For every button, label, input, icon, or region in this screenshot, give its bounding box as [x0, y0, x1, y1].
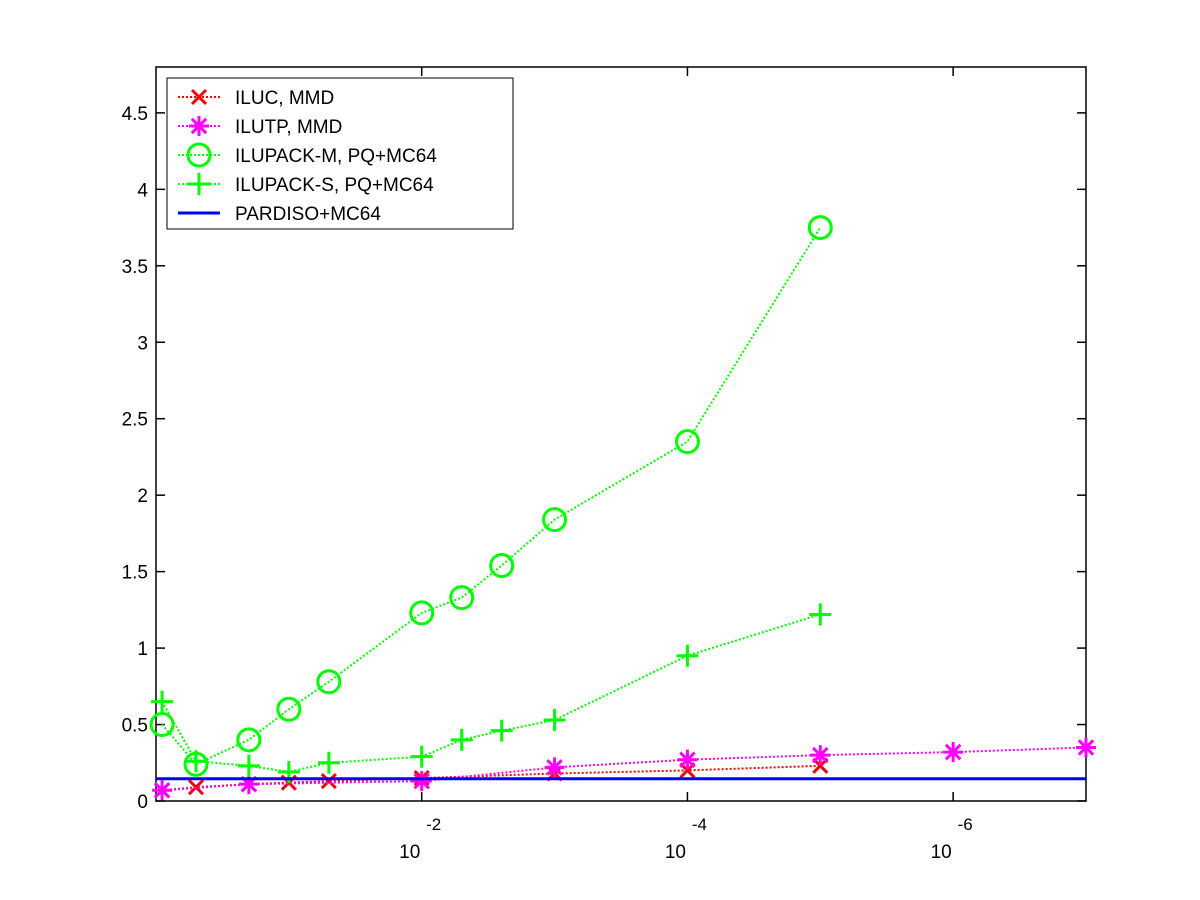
- data-point: [546, 759, 563, 776]
- x-tick-label-exponent: -4: [692, 815, 707, 834]
- y-tick-label: 0: [137, 792, 148, 813]
- series-ilutp-mmd: [152, 737, 1096, 801]
- y-tick-label: 4.5: [122, 104, 148, 125]
- series-ilupack-m-pq-mc64: [149, 215, 833, 777]
- data-point: [812, 746, 829, 764]
- data-point: [674, 429, 700, 455]
- legend-label: ILUTP, MMD: [235, 117, 342, 138]
- x-tick-label-base: 10: [931, 842, 952, 863]
- data-point: [409, 600, 435, 626]
- series-layer: [149, 215, 1096, 801]
- data-point: [153, 782, 171, 799]
- data-point: [944, 743, 962, 761]
- data-point: [679, 751, 696, 768]
- legend-marker: [186, 142, 212, 168]
- series-ilupack-s-pq-mc64: [151, 603, 832, 783]
- x-tick-label-base: 10: [665, 842, 686, 863]
- y-tick-label: 3.5: [122, 257, 148, 278]
- axis-ticks: 0 0.5 1 1.5 2 2.5 3 3.5 4 4.5 10 -2 10 -4 10 -6: [122, 67, 1086, 863]
- y-tick-label: 4: [137, 180, 148, 201]
- legend-label: ILUC, MMD: [235, 88, 334, 109]
- legend-box: [166, 77, 514, 230]
- y-tick-label: 3: [137, 333, 148, 354]
- data-point: [542, 507, 568, 533]
- data-point: [320, 773, 337, 790]
- y-tick-label: 2: [137, 486, 148, 507]
- series-line: [161, 227, 822, 766]
- data-point: [236, 727, 262, 753]
- data-point: [413, 772, 430, 790]
- y-tick-label: 1: [137, 639, 148, 660]
- x-tick-label-base: 10: [399, 842, 420, 863]
- legend: ILUC, MMD ILUTP, MMD ILUPACK-M, PQ+MC64 ILU…: [166, 77, 514, 230]
- legend-marker: [190, 117, 208, 135]
- data-point: [276, 696, 302, 722]
- data-point: [807, 215, 833, 241]
- legend-marker: [190, 88, 208, 106]
- x-tick-label-exponent: -2: [426, 815, 441, 834]
- legend-label: ILUPACK-S, PQ+MC64: [235, 175, 434, 196]
- x-tick-label-exponent: -6: [958, 815, 973, 834]
- y-tick-label: 0.5: [122, 716, 148, 737]
- data-point: [316, 669, 342, 695]
- data-point: [1077, 739, 1095, 756]
- data-point: [489, 553, 515, 579]
- y-tick-label: 1.5: [122, 563, 148, 584]
- data-point: [449, 585, 475, 611]
- legend-label: ILUPACK-M, PQ+MC64: [235, 146, 437, 167]
- series-line: [162, 764, 821, 792]
- y-tick-label: 2.5: [122, 410, 148, 431]
- data-point: [187, 779, 205, 796]
- data-point: [149, 712, 175, 738]
- legend-label: PARDISO+MC64: [235, 204, 381, 225]
